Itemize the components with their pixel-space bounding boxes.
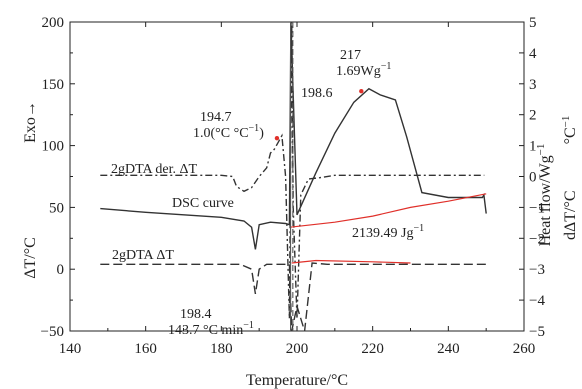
y-right-tick-label: 5 xyxy=(529,15,537,31)
y-right-tick-label: 2 xyxy=(529,108,537,124)
y-axis-right-outer-title: Heat flow/Wg−1 xyxy=(535,144,554,247)
y-left-tick-label: 50 xyxy=(49,200,64,216)
y-right-tick-label: −4 xyxy=(529,293,545,309)
y-right-tick-label: 1 xyxy=(529,139,537,155)
y-left-tick-label: −50 xyxy=(41,324,64,340)
svg-text:1.0(°C °C−1): 1.0(°C °C−1) xyxy=(193,123,264,141)
svg-text:1.69Wg−1: 1.69Wg−1 xyxy=(336,61,391,79)
integration-baseline xyxy=(290,193,487,228)
y-left-tick-label: 150 xyxy=(42,77,65,93)
svg-text:198.4: 198.4 xyxy=(180,307,212,322)
y-left-tick-label: 200 xyxy=(42,15,65,31)
y-right-tick-label: −2 xyxy=(529,231,545,247)
x-tick-label: 260 xyxy=(513,341,536,357)
svg-text:217: 217 xyxy=(340,48,361,63)
y-axis-right-inner-unit: °C−1 xyxy=(560,116,579,145)
series-line-2 xyxy=(100,21,487,250)
y-right-tick-label: 4 xyxy=(529,46,537,62)
x-tick-label: 240 xyxy=(437,341,460,357)
x-axis: 140 160 180 200 220 240 260 xyxy=(59,22,536,357)
svg-text:143.7 °C min−1: 143.7 °C min−1 xyxy=(168,320,254,338)
x-tick-label: 200 xyxy=(286,341,309,357)
x-tick-label: 180 xyxy=(210,341,233,357)
annotation-peak-217: 217 1.69Wg−1 xyxy=(336,48,391,79)
svg-text:194.7: 194.7 xyxy=(200,110,232,125)
plot-series xyxy=(100,21,487,332)
y-axis-left-exo-label: Exo→ xyxy=(22,101,39,143)
peak-marker xyxy=(359,89,364,94)
y-right-tick-label: −3 xyxy=(529,262,545,278)
y-right-tick-label: −5 xyxy=(529,324,545,340)
integration-marker-lower xyxy=(291,259,411,264)
y-axis-right-inner-title: dΔT/°C xyxy=(562,190,579,240)
x-tick-label: 160 xyxy=(134,341,157,357)
label-2gdta-der: 2gDTA der. ΔT xyxy=(111,162,197,177)
y-right-tick-label: 3 xyxy=(529,77,537,93)
annotation-peak-194: 194.7 1.0(°C °C−1) xyxy=(193,110,264,141)
y-right-tick-label: −1 xyxy=(529,200,545,216)
x-axis-title: Temperature/°C xyxy=(246,372,348,389)
label-2gdta: 2gDTA ΔT xyxy=(112,248,174,263)
label-dsc-curve: DSC curve xyxy=(172,196,234,211)
annotation-peak-198-6: 198.6 xyxy=(301,86,333,101)
x-tick-label: 220 xyxy=(361,341,384,357)
y-right-tick-label: 0 xyxy=(529,170,537,186)
peak-marker xyxy=(274,135,280,141)
x-tick-label: 140 xyxy=(59,341,82,357)
annotation-enthalpy: 2139.49 Jg−1 xyxy=(352,223,424,241)
series-line-1 xyxy=(100,21,485,319)
y-axis-right: 5 4 3 2 1 0 −1 −2 −3 −4 −5 xyxy=(519,15,545,340)
annotation-peak-198-4: 198.4 143.7 °C min−1 xyxy=(168,307,254,338)
y-axis-left: 200 150 100 50 0 −50 xyxy=(41,15,75,340)
y-left-tick-label: 0 xyxy=(57,262,65,278)
y-axis-left-title: ΔT/°C xyxy=(22,237,39,279)
y-left-tick-label: 100 xyxy=(42,139,65,155)
